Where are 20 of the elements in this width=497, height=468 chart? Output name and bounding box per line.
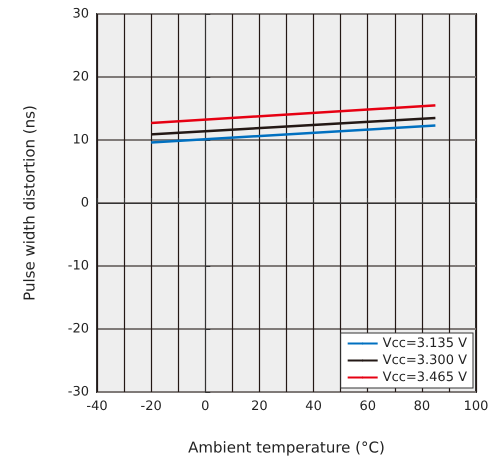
x-tick-label: 100 bbox=[464, 399, 488, 414]
x-tick-label: 20 bbox=[251, 399, 268, 414]
y-axis-title: Pulse width distortion (ns) bbox=[20, 105, 38, 301]
x-tick-label: 0 bbox=[201, 399, 210, 414]
legend-label: Vcc=3.465 V bbox=[382, 370, 468, 385]
legend-label: Vcc=3.300 V bbox=[382, 353, 468, 368]
y-tick-label: -20 bbox=[68, 322, 89, 336]
y-tick-label: 10 bbox=[72, 132, 89, 148]
x-tick-label: 60 bbox=[359, 399, 376, 414]
legend-label: Vcc=3.135 V bbox=[382, 336, 468, 351]
x-tick-label: 40 bbox=[305, 399, 322, 414]
x-tick-label: -40 bbox=[86, 399, 108, 414]
x-axis-title: Ambient temperature (°C) bbox=[188, 438, 385, 456]
y-tick-label: 20 bbox=[72, 70, 89, 84]
y-tick-label: -30 bbox=[68, 384, 89, 400]
y-tick-label: 0 bbox=[80, 196, 89, 210]
y-tick-label: 30 bbox=[72, 6, 89, 22]
x-tick-label: -20 bbox=[140, 399, 162, 414]
y-tick-label: -10 bbox=[68, 258, 89, 274]
x-tick-label: 80 bbox=[414, 399, 430, 414]
